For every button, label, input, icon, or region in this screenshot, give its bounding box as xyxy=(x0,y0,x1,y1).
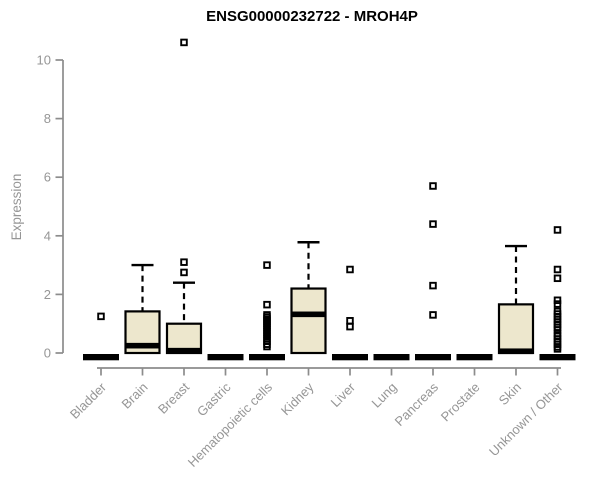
outlier-point xyxy=(263,342,271,351)
x-tick-label: Kidney xyxy=(278,379,317,418)
x-tick-label: Breast xyxy=(155,379,192,416)
flat-box-prostate xyxy=(456,354,493,361)
outlier-point xyxy=(553,265,562,274)
outlier-point xyxy=(346,322,354,331)
x-tick-label: Prostate xyxy=(438,380,483,425)
x-tick-label: Lung xyxy=(369,380,400,411)
chart-title: ENSG00000232722 - MROH4P xyxy=(206,8,418,25)
outlier-point xyxy=(429,182,437,190)
flat-box-hematopoietic-cells xyxy=(249,354,285,361)
median-line xyxy=(167,347,201,354)
outlier-point xyxy=(346,317,354,325)
outlier-point xyxy=(553,226,562,234)
x-tick-label: Gastric xyxy=(194,379,234,419)
outlier-point xyxy=(180,38,188,47)
median-line xyxy=(499,348,533,355)
y-tick-label: 8 xyxy=(44,111,51,126)
x-tick-label: Brain xyxy=(119,380,151,412)
outlier-point xyxy=(553,300,562,308)
outlier-point xyxy=(429,281,437,290)
y-tick-label: 2 xyxy=(44,287,51,302)
outlier-point xyxy=(180,268,188,277)
outlier-point xyxy=(263,261,271,269)
x-tick-label: Pancreas xyxy=(392,379,442,429)
x-tick-label: Bladder xyxy=(67,379,110,422)
boxes-layer xyxy=(83,38,576,361)
box-kidney xyxy=(290,287,327,355)
outlier-point xyxy=(553,274,562,283)
y-tick-label: 0 xyxy=(44,346,51,361)
x-tick-label: Skin xyxy=(496,380,524,408)
outlier-point xyxy=(553,345,562,353)
y-tick-label: 4 xyxy=(44,228,51,243)
outlier-point xyxy=(346,265,354,274)
flat-box-lung xyxy=(373,354,410,361)
outlier-point xyxy=(180,258,188,266)
flat-box-gastric xyxy=(207,354,244,361)
flat-box-pancreas xyxy=(415,354,451,361)
y-tick-label: 6 xyxy=(44,170,51,185)
box-skin xyxy=(497,303,535,355)
x-tick-label: Unknown / Other xyxy=(486,379,566,459)
x-tick-label: Liver xyxy=(328,379,359,410)
flat-box-bladder xyxy=(83,354,119,361)
outlier-point xyxy=(429,220,437,228)
outlier-point xyxy=(263,300,271,309)
outlier-point xyxy=(429,311,437,319)
median-line xyxy=(291,311,326,318)
y-axis-title: Expression xyxy=(9,174,24,241)
median-line xyxy=(125,342,160,349)
outlier-point xyxy=(553,296,562,305)
y-tick-label: 10 xyxy=(37,53,51,68)
outlier-point xyxy=(97,312,105,321)
flat-box-unknown-other xyxy=(539,354,576,361)
flat-box-liver xyxy=(332,354,368,361)
